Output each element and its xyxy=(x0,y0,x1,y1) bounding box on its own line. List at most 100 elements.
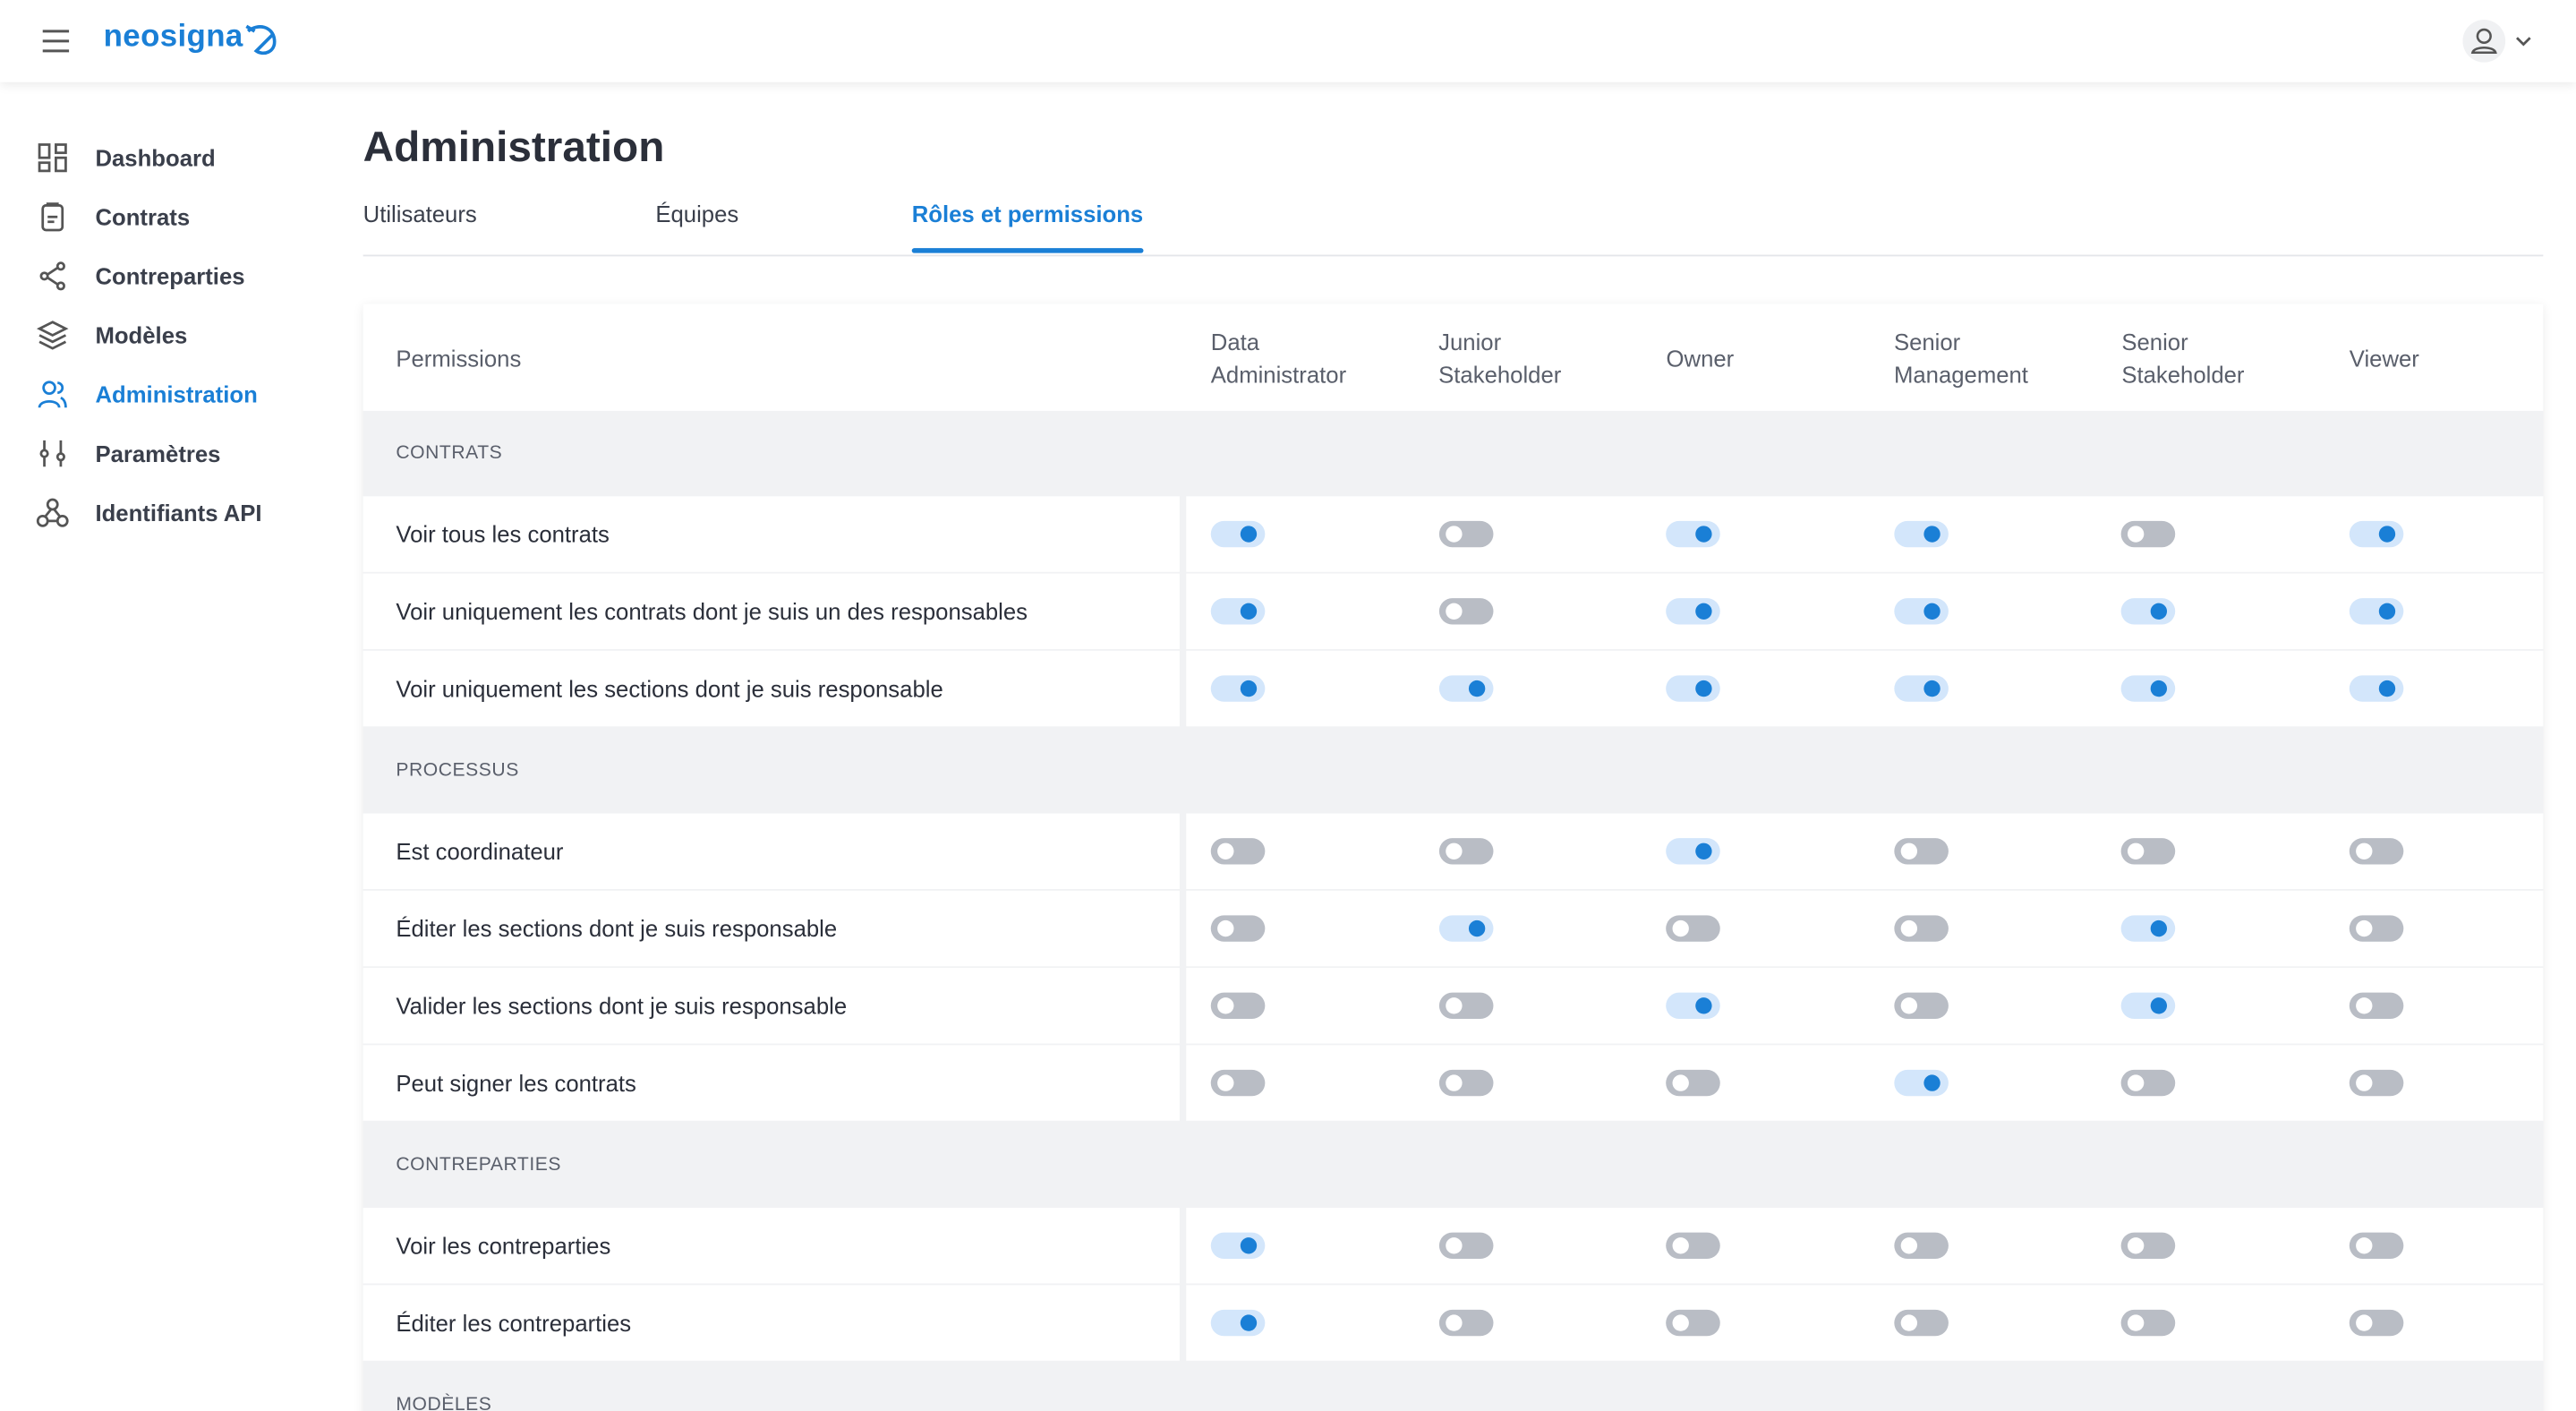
sidebar-icon xyxy=(36,378,69,411)
toggle[interactable] xyxy=(1438,838,1493,864)
sidebar-item[interactable]: Contrats xyxy=(36,187,190,246)
toggle-knob xyxy=(1217,997,1233,1013)
permission-toggles xyxy=(1186,651,2543,726)
toggle[interactable] xyxy=(1894,1070,1949,1096)
toggle-knob xyxy=(1445,1314,1461,1330)
toggle[interactable] xyxy=(1211,521,1266,547)
role-header: Viewer xyxy=(2350,304,2514,411)
toggle[interactable] xyxy=(2121,675,2176,701)
role-header: Owner xyxy=(1667,304,1831,411)
toggle[interactable] xyxy=(2350,838,2404,864)
toggle[interactable] xyxy=(1438,993,1493,1019)
toggle[interactable] xyxy=(1894,838,1949,864)
logo[interactable]: neosigna xyxy=(104,20,243,56)
toggle[interactable] xyxy=(1438,1233,1493,1259)
toggle[interactable] xyxy=(1667,598,1721,624)
toggle[interactable] xyxy=(2350,521,2404,547)
tab[interactable]: Équipes xyxy=(655,201,738,227)
toggle-knob xyxy=(1696,526,1712,542)
sidebar-item[interactable]: Paramètres xyxy=(36,424,220,483)
toggle-knob xyxy=(1468,920,1484,936)
toggle[interactable] xyxy=(1667,1310,1721,1336)
sidebar-label: Identifiants API xyxy=(95,500,261,526)
toggle[interactable] xyxy=(1211,1310,1266,1336)
toggle-knob xyxy=(1241,1314,1257,1330)
sidebar-item[interactable]: Dashboard xyxy=(36,128,215,187)
permission-label: Voir les contreparties xyxy=(363,1208,1180,1283)
toggle[interactable] xyxy=(1211,1233,1266,1259)
toggle-knob xyxy=(1923,526,1940,542)
toggle[interactable] xyxy=(1667,993,1721,1019)
sidebar-item[interactable]: Administration xyxy=(36,364,257,423)
toggle[interactable] xyxy=(1438,675,1493,701)
permission-row: Voir les contreparties xyxy=(363,1208,2544,1283)
user-menu[interactable] xyxy=(2462,20,2545,63)
toggle[interactable] xyxy=(1211,915,1266,941)
toggle[interactable] xyxy=(2121,1070,2176,1096)
toggle[interactable] xyxy=(2350,915,2404,941)
toggle[interactable] xyxy=(2121,1310,2176,1336)
toggle[interactable] xyxy=(1438,1310,1493,1336)
toggle[interactable] xyxy=(1667,675,1721,701)
toggle-knob xyxy=(2128,1314,2145,1330)
sidebar-icon xyxy=(36,496,69,529)
toggle-knob xyxy=(1673,1074,1689,1090)
role-header: Senior Stakeholder xyxy=(2121,304,2286,411)
table-header: Permissions Data AdministratorJunior Sta… xyxy=(363,304,2544,411)
toggle[interactable] xyxy=(1211,675,1266,701)
toggle[interactable] xyxy=(1211,993,1266,1019)
sidebar-label: Contreparties xyxy=(95,263,244,289)
toggle[interactable] xyxy=(2350,1310,2404,1336)
toggle[interactable] xyxy=(1894,1310,1949,1336)
sidebar-item[interactable]: Modèles xyxy=(36,305,187,364)
toggle[interactable] xyxy=(1438,915,1493,941)
toggle[interactable] xyxy=(1894,915,1949,941)
toggle[interactable] xyxy=(2350,598,2404,624)
menu-button[interactable] xyxy=(41,26,71,56)
sidebar-icon xyxy=(36,201,69,234)
toggle-knob xyxy=(2151,680,2167,697)
toggle[interactable] xyxy=(1211,1070,1266,1096)
toggle[interactable] xyxy=(1667,521,1721,547)
toggle[interactable] xyxy=(2350,675,2404,701)
toggle-knob xyxy=(2128,526,2145,542)
toggle[interactable] xyxy=(1667,838,1721,864)
toggle[interactable] xyxy=(1894,521,1949,547)
toggle[interactable] xyxy=(2121,598,2176,624)
top-bar: neosigna xyxy=(0,0,2576,82)
toggle[interactable] xyxy=(2350,1070,2404,1096)
header-permissions: Permissions xyxy=(396,304,521,411)
toggle[interactable] xyxy=(1894,675,1949,701)
tab[interactable]: Utilisateurs xyxy=(363,201,477,227)
toggle[interactable] xyxy=(1667,1233,1721,1259)
permission-toggles xyxy=(1186,1045,2543,1120)
tab[interactable]: Rôles et permissions xyxy=(912,201,1143,227)
toggle[interactable] xyxy=(2121,838,2176,864)
toggle[interactable] xyxy=(1211,838,1266,864)
sidebar-item[interactable]: Identifiants API xyxy=(36,483,261,543)
toggle-knob xyxy=(1468,680,1484,697)
toggle[interactable] xyxy=(2121,1233,2176,1259)
toggle[interactable] xyxy=(1894,598,1949,624)
toggle[interactable] xyxy=(1438,598,1493,624)
toggle-knob xyxy=(1900,920,1916,936)
toggle[interactable] xyxy=(1894,1233,1949,1259)
toggle[interactable] xyxy=(1211,598,1266,624)
toggle[interactable] xyxy=(2121,993,2176,1019)
permission-row: Est coordinateur xyxy=(363,814,2544,889)
sidebar-icon xyxy=(36,437,69,470)
toggle[interactable] xyxy=(1667,915,1721,941)
toggle[interactable] xyxy=(1438,1070,1493,1096)
toggle[interactable] xyxy=(2121,521,2176,547)
toggle[interactable] xyxy=(1438,521,1493,547)
toggle-knob xyxy=(2128,1074,2145,1090)
toggle[interactable] xyxy=(2350,1233,2404,1259)
permission-label: Voir tous les contrats xyxy=(363,496,1180,571)
toggle[interactable] xyxy=(2121,915,2176,941)
sidebar-item[interactable]: Contreparties xyxy=(36,246,244,305)
toggle-knob xyxy=(2356,997,2372,1013)
toggle[interactable] xyxy=(1894,993,1949,1019)
toggle[interactable] xyxy=(1667,1070,1721,1096)
toggle[interactable] xyxy=(2350,993,2404,1019)
